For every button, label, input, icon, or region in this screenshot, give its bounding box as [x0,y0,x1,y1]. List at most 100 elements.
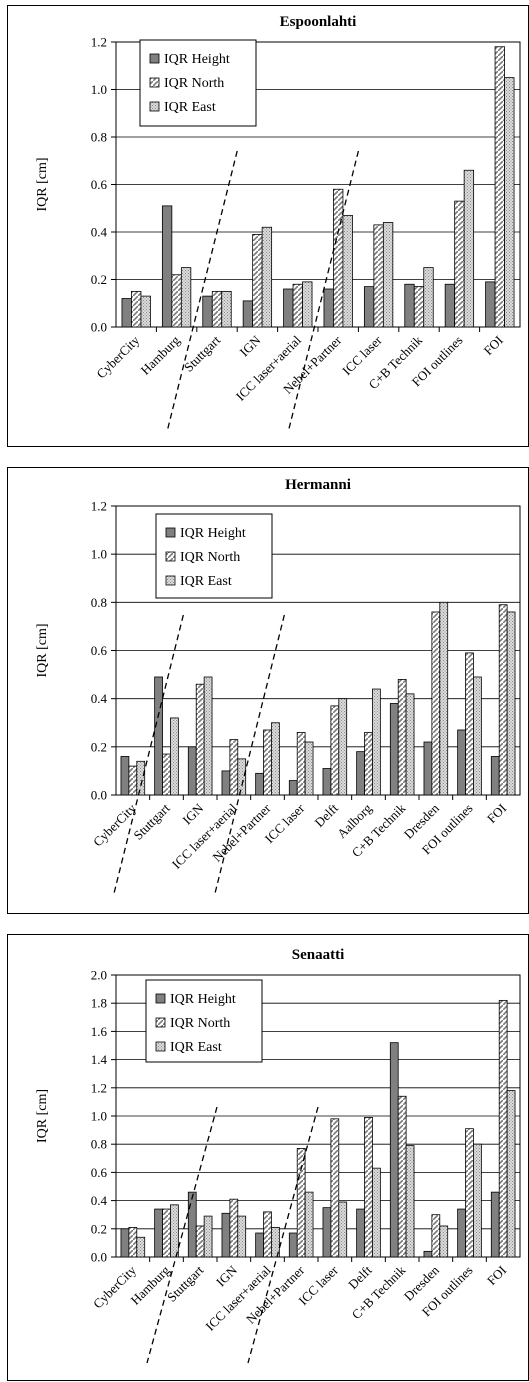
bar-iqr-height [288,1232,298,1258]
x-category-label: CyberCity [93,332,142,381]
bar-iqr-height [255,772,264,796]
bar-iqr-east [304,741,314,796]
y-tick-label: 0.6 [91,643,108,658]
bar-iqr-height [154,676,163,796]
legend-entry: IQR Height [164,52,230,67]
bar-iqr-height [120,756,130,796]
bar-iqr-height [322,768,332,796]
y-tick-label: 1.2 [91,1080,107,1095]
x-category-label: Stuttgart [181,332,224,375]
bar-iqr-east [237,758,247,796]
x-category-label: IGN [237,332,264,359]
legend-entry: IQR North [170,1016,230,1031]
y-tick-label: 0.0 [91,788,107,803]
x-category-label: Delft [311,800,341,830]
bar-iqr-height [322,1207,332,1258]
group-separator [213,614,285,897]
bar-iqr-height [255,1232,264,1258]
legend-swatch [165,527,176,538]
y-tick-label: 0.2 [91,272,107,287]
group-separator [287,150,360,432]
y-tick-label: 0.4 [91,225,108,240]
bar-iqr-north [454,200,465,328]
bar-iqr-height [389,1042,399,1258]
bar-iqr-north [296,1148,306,1258]
legend-swatch [155,1041,166,1052]
y-axis-label: IQR [cm] [35,623,50,677]
bar-iqr-north [498,604,508,796]
bar-iqr-east [504,77,515,328]
bar-iqr-east [372,1167,381,1258]
legend-entry: IQR North [164,76,224,91]
y-tick-label: 0.8 [91,595,107,610]
bar-iqr-height [202,295,213,328]
y-tick-label: 2.0 [91,968,107,983]
bar-iqr-north [296,731,306,796]
bar-iqr-height [288,780,298,796]
bar-iqr-height [323,288,334,328]
x-category-label: FOI [484,1263,509,1288]
bar-iqr-north [195,683,205,796]
legend-entry: IQR North [180,550,240,565]
bar-iqr-north [330,1118,340,1258]
bar-iqr-north [128,1226,138,1258]
x-category-label: IGN [179,800,206,827]
bar-iqr-north [465,652,474,796]
bar-iqr-east [203,1215,213,1258]
bar-iqr-height [121,298,132,328]
y-tick-label: 0.0 [91,320,107,335]
bar-iqr-north [397,1095,407,1258]
x-category-label: Hamburg [138,332,184,378]
chart-panel-espoonlahti: 0.0 0.2 0.4 0.6 0.8 1.0 1.2 Espoonlahti IQR [cm]… [7,5,529,447]
legend-swatch [149,53,160,64]
chart-espoonlahti: 0.0 0.2 0.4 0.6 0.8 1.0 1.2 Espoonlahti IQR [cm]… [35,14,521,432]
bar-iqr-north [229,1198,239,1258]
bar-iqr-north [364,1117,373,1258]
bar-iqr-east [439,1225,449,1258]
bar-iqr-north [128,765,138,796]
y-tick-label: 0.4 [91,691,108,706]
bar-iqr-north [431,1214,441,1258]
bar-iqr-north [364,731,373,796]
legend-entry: IQR East [164,100,216,115]
bar-iqr-north [162,753,171,796]
y-tick-label: 0.8 [91,1137,107,1152]
bar-iqr-north [333,188,344,328]
bar-iqr-east [140,295,151,328]
bar-iqr-north [494,46,505,328]
bar-iqr-east [271,1226,280,1258]
bar-iqr-height [423,1250,433,1258]
bar-iqr-height [490,756,500,796]
bar-iqr-east [439,601,449,796]
legend-entry: IQR East [180,574,232,589]
bar-iqr-height [221,770,231,796]
y-tick-label: 0.6 [91,177,108,192]
bar-iqr-east [203,676,213,796]
bar-iqr-north [431,611,441,796]
chart-senaatti: 0.0 0.2 0.4 0.6 0.8 1.0 1.2 1.4 1.6 1.8 2.0 Senaatt… [35,947,521,1364]
y-axis-label: IQR [cm] [35,157,50,211]
group-separator [166,150,238,432]
bar-iqr-height [485,281,496,328]
chart-panel-senaatti: 0.0 0.2 0.4 0.6 0.8 1.0 1.2 1.4 1.6 1.8 2.0 Senaatt… [7,934,529,1381]
bar-iqr-north [131,290,142,328]
bar-iqr-east [221,290,232,328]
y-tick-label: 0.0 [91,1250,107,1265]
bar-iqr-east [271,722,280,796]
bar-iqr-north [498,999,508,1258]
y-tick-label: 0.4 [91,1193,108,1208]
x-category-label: Stuttgart [130,800,173,843]
bar-iqr-north [413,286,425,328]
bar-iqr-north [171,274,182,328]
bar-iqr-east [136,1236,146,1258]
legend-swatch [149,101,160,112]
y-tick-label: 1.4 [91,1052,108,1067]
bar-iqr-height [221,1212,231,1258]
bar-iqr-height [187,746,197,796]
bar-iqr-east [382,222,394,328]
bar-iqr-height [161,205,173,328]
bar-iqr-east [338,1201,348,1258]
bar-iqr-east [237,1215,247,1258]
y-tick-label: 1.2 [91,35,107,50]
legend-swatch [165,575,176,586]
